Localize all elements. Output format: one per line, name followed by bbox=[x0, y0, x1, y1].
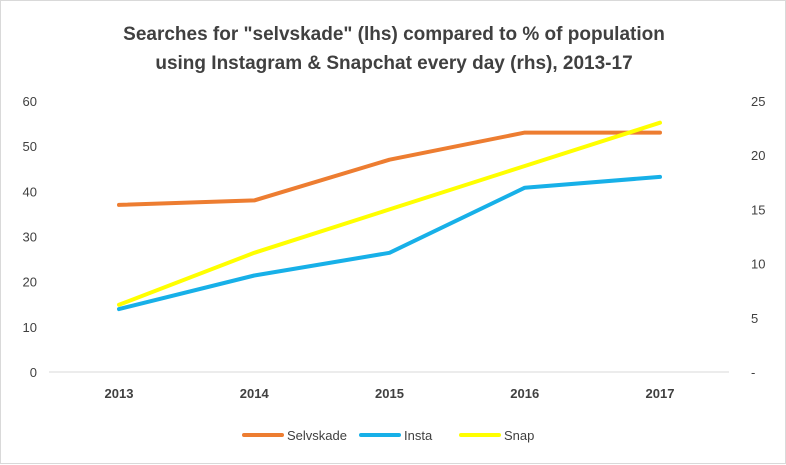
chart-title-line-1: Searches for "selvskade" (lhs) compared … bbox=[123, 24, 665, 45]
series-lines bbox=[117, 120, 662, 312]
left-axis-ticks: 0 10 20 30 40 50 60 bbox=[23, 94, 37, 380]
legend-label-insta: Insta bbox=[404, 428, 433, 443]
right-tick-label: 20 bbox=[751, 148, 765, 163]
series-line-snap bbox=[117, 120, 662, 307]
right-axis-ticks: - 5 10 15 20 25 bbox=[751, 94, 765, 380]
left-tick-label: 60 bbox=[23, 94, 37, 109]
legend-label-selvskade: Selvskade bbox=[287, 428, 347, 443]
left-tick-label: 0 bbox=[30, 365, 37, 380]
x-tick-label: 2014 bbox=[240, 386, 270, 401]
legend-label-snap: Snap bbox=[504, 428, 534, 443]
chart-title-line-2: using Instagram & Snapchat every day (rh… bbox=[155, 53, 632, 74]
series-line-selvskade bbox=[117, 130, 662, 207]
x-tick-label: 2015 bbox=[375, 386, 404, 401]
left-tick-label: 10 bbox=[23, 320, 37, 335]
right-tick-label: 5 bbox=[751, 311, 758, 326]
right-tick-label: - bbox=[751, 365, 755, 380]
x-tick-label: 2017 bbox=[646, 386, 675, 401]
right-tick-label: 10 bbox=[751, 257, 765, 272]
x-tick-label: 2016 bbox=[510, 386, 539, 401]
left-tick-label: 30 bbox=[23, 230, 37, 245]
left-tick-label: 40 bbox=[23, 184, 37, 199]
series-line-insta bbox=[117, 174, 662, 312]
x-tick-label: 2013 bbox=[105, 386, 134, 401]
left-tick-label: 50 bbox=[23, 139, 37, 154]
left-tick-label: 20 bbox=[23, 275, 37, 290]
right-tick-label: 15 bbox=[751, 202, 765, 217]
chart-title: Searches for "selvskade" (lhs) compared … bbox=[123, 24, 665, 74]
legend: Selvskade Insta Snap bbox=[242, 428, 534, 443]
right-tick-label: 25 bbox=[751, 94, 765, 109]
x-axis-category-labels: 2013 2014 2015 2016 2017 bbox=[105, 386, 675, 401]
